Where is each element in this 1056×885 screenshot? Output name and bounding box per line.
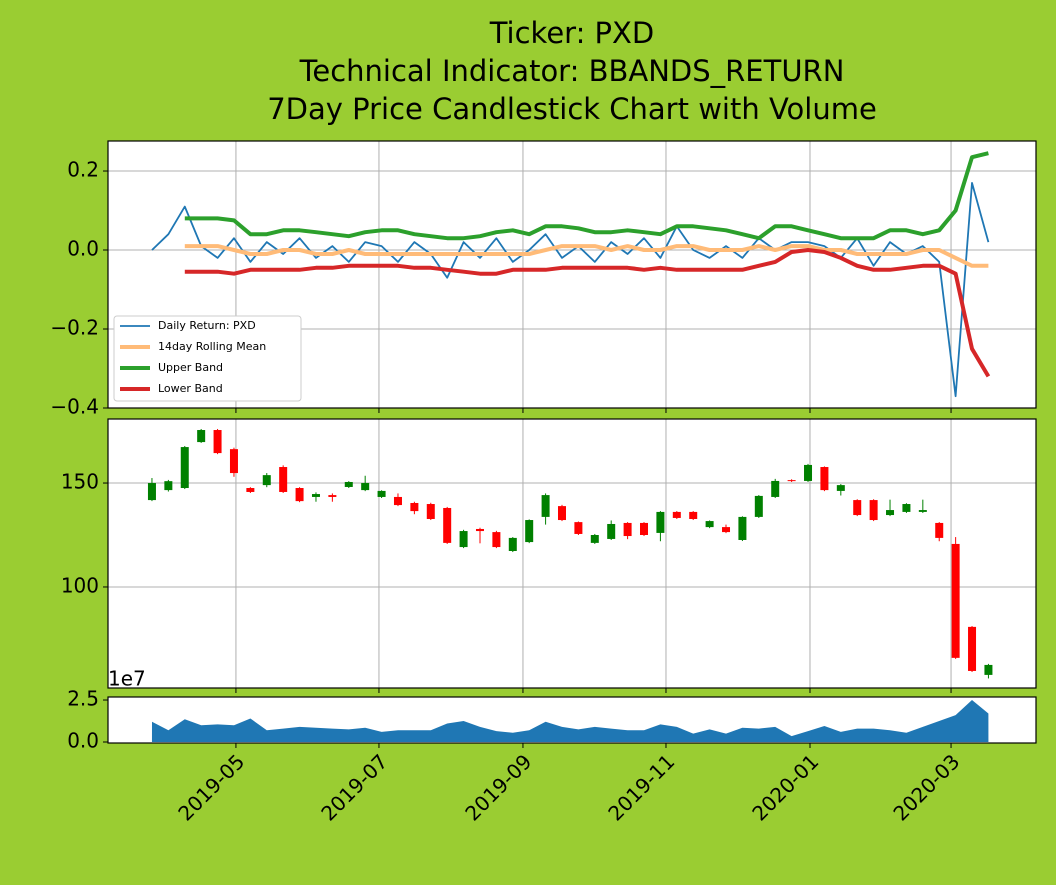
candle-body — [508, 537, 517, 552]
candle-body — [377, 490, 386, 497]
candle-body — [607, 523, 616, 539]
candle-body — [393, 496, 402, 506]
volume-area — [151, 700, 989, 742]
candle-body — [804, 464, 813, 481]
candle-body — [475, 528, 484, 532]
candle-body — [164, 481, 173, 491]
y-tick-label: 0.2 — [67, 158, 99, 182]
line-series — [184, 248, 991, 378]
candle-body — [722, 527, 731, 533]
candle-body — [557, 506, 566, 521]
candle-body — [180, 447, 189, 489]
candle-body — [213, 430, 222, 454]
candle-body — [935, 522, 944, 538]
candle-body — [623, 522, 632, 537]
y-tick-label: 100 — [61, 573, 99, 597]
legend: Daily Return: PXD 14day Rolling Mean Upper… — [113, 315, 302, 402]
candle-body — [443, 507, 452, 543]
candle-body — [968, 626, 977, 671]
candle-body — [984, 664, 993, 675]
candle-body — [656, 511, 665, 533]
candle-body — [311, 494, 320, 497]
x-tick-label: 2020-03 — [888, 749, 964, 825]
line-series — [151, 182, 990, 398]
axes-frame — [107, 696, 1037, 744]
candle-body — [820, 467, 829, 491]
y-tick-label: 2.5 — [67, 687, 99, 711]
title-line: 7Day Price Candlestick Chart with Volume — [267, 92, 877, 126]
candle-body — [836, 485, 845, 491]
plot-content — [147, 428, 993, 679]
candle-body — [410, 502, 419, 512]
candle-body — [344, 481, 353, 487]
axis-offset: 1e7 — [108, 667, 146, 691]
candle-body — [869, 500, 878, 521]
candle-body — [902, 504, 911, 512]
x-tick-label: 2019-09 — [460, 749, 536, 825]
candle-body — [754, 495, 763, 517]
y-tick-label: −0.4 — [50, 395, 99, 419]
candle-body — [246, 488, 255, 492]
candle-body — [147, 483, 156, 501]
candle-body — [951, 543, 960, 658]
legend-label: 14day Rolling Mean — [158, 340, 266, 353]
candle-body — [525, 520, 534, 543]
candle-body — [492, 532, 501, 548]
candle-body — [541, 495, 550, 517]
axes-frame — [107, 418, 1037, 689]
y-tick-label: 150 — [61, 470, 99, 494]
candle-body — [918, 510, 927, 512]
candle-body — [295, 488, 304, 502]
candle-body — [574, 522, 583, 534]
candle-body — [672, 511, 681, 518]
y-tick-label: −0.2 — [50, 316, 99, 340]
candle-body — [886, 510, 895, 516]
candle-body — [771, 480, 780, 497]
plot-content — [151, 700, 989, 742]
candle-body — [590, 534, 599, 543]
line-series — [184, 151, 989, 241]
legend-label: Lower Band — [158, 382, 223, 395]
x-tick-label: 2020-01 — [747, 749, 823, 825]
y-tick-label: 0.0 — [67, 728, 99, 752]
plot-area — [108, 419, 1036, 688]
x-tick-label: 2019-07 — [316, 749, 392, 825]
line-series — [184, 244, 989, 268]
candle-body — [262, 475, 271, 486]
candle-body — [229, 449, 238, 474]
axes-frame — [107, 140, 1037, 409]
x-tick-label: 2019-05 — [173, 749, 249, 825]
candle-body — [197, 430, 206, 443]
title-line: Ticker: PXD — [489, 16, 655, 50]
candle-body — [361, 483, 370, 491]
candle-body — [689, 511, 698, 519]
plot-content — [151, 151, 991, 398]
legend-box — [113, 315, 302, 402]
candle-body — [426, 504, 435, 519]
candle-body — [853, 500, 862, 516]
candle-body — [279, 467, 288, 492]
y-tick-label: 0.0 — [67, 237, 99, 261]
candle-body — [328, 495, 337, 497]
legend-label: Daily Return: PXD — [158, 319, 256, 332]
candle-body — [705, 521, 714, 528]
candle-body — [738, 516, 747, 540]
candle-body — [640, 522, 649, 535]
legend-label: Upper Band — [158, 361, 223, 374]
candle-body — [459, 531, 468, 548]
candle-body — [787, 480, 796, 482]
title-line: Technical Indicator: BBANDS_RETURN — [299, 54, 845, 88]
x-tick-label: 2019-11 — [603, 749, 679, 825]
